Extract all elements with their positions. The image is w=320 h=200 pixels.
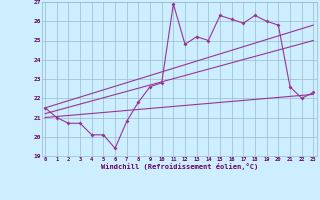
X-axis label: Windchill (Refroidissement éolien,°C): Windchill (Refroidissement éolien,°C): [100, 163, 258, 170]
